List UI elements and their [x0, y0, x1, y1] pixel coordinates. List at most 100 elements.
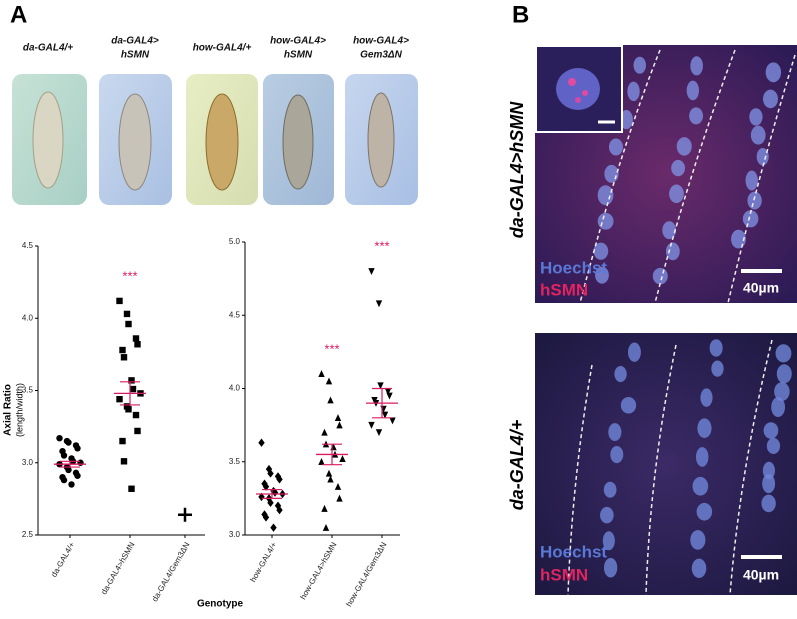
larva — [282, 94, 314, 190]
point — [262, 482, 270, 491]
larva-label: how-GAL4> — [270, 36, 326, 47]
y-tick-label: 2.5 — [22, 530, 34, 539]
point — [74, 445, 81, 452]
nucleus — [763, 422, 779, 439]
point — [276, 505, 283, 515]
larva-label: how-GAL4> — [353, 36, 409, 47]
point — [368, 421, 375, 429]
point — [339, 455, 346, 463]
nucleus — [709, 339, 723, 357]
nucleus — [665, 242, 680, 261]
point — [375, 300, 383, 308]
stain-label: hSMN — [540, 565, 588, 584]
nucleus — [690, 530, 706, 550]
larva-label: how-GAL4/+ — [193, 43, 252, 54]
chart: 3.0 3.5 4.0 4.5 5.0 how-GAL4/+ how-GAL4>hSMN **… — [229, 237, 400, 608]
panel-label: A — [10, 1, 27, 28]
y-tick-label: 4.5 — [22, 241, 34, 250]
point — [125, 320, 132, 328]
nucleus — [669, 184, 684, 204]
point — [334, 482, 342, 490]
nucleus — [750, 125, 766, 145]
stain-label: Hoechst — [540, 258, 607, 277]
nucleus — [776, 364, 792, 384]
inset-dot — [582, 90, 588, 96]
point — [65, 439, 72, 446]
nucleus — [697, 418, 712, 439]
point — [120, 458, 128, 465]
point — [322, 523, 330, 531]
nucleus — [686, 80, 699, 101]
y-tick-label: 4.0 — [229, 384, 241, 393]
nucleus — [608, 138, 623, 156]
point — [386, 392, 393, 400]
charts: 2.5 3.0 3.5 4.0 4.5 da-GAL4/+ da-GAL4>hSMN *** d… — [22, 237, 400, 608]
larva-photos — [12, 74, 418, 205]
dashed-line — [645, 344, 677, 596]
point — [128, 485, 135, 492]
point — [325, 469, 333, 477]
point — [384, 388, 392, 396]
nucleus — [762, 461, 775, 480]
larva-label: da-GAL4> — [111, 36, 159, 47]
micrograph-genotype: da-GAL4/+ — [507, 419, 527, 510]
nucleus — [774, 382, 790, 402]
inset-dot — [575, 97, 581, 103]
point — [336, 421, 343, 429]
y-axis-label: Axial Ratio — [3, 384, 14, 436]
micrograph — [535, 333, 797, 595]
nucleus — [766, 437, 781, 454]
point — [116, 297, 123, 305]
point — [258, 438, 265, 447]
dashed-line — [579, 49, 661, 304]
y-tick-label: 4.5 — [229, 310, 241, 319]
scale-label: 40µm — [743, 280, 779, 296]
micrograph-genotype: da-GAL4>hSMN — [507, 101, 527, 239]
nucleus — [627, 81, 640, 102]
nucleus — [775, 344, 792, 363]
point — [270, 523, 277, 532]
dashed-line — [567, 364, 593, 596]
nucleus — [745, 170, 758, 191]
point — [125, 406, 132, 413]
point — [77, 459, 84, 466]
point — [375, 429, 383, 437]
nucleus — [676, 137, 692, 156]
larva-label: da-GAL4/+ — [23, 43, 73, 54]
x-tick-label: how-GAL4/+ — [248, 540, 278, 583]
point — [389, 417, 396, 425]
nucleus — [671, 159, 686, 177]
nucleus — [662, 221, 677, 240]
point — [318, 458, 325, 465]
point — [334, 414, 342, 421]
stain-label: hSMN — [540, 280, 588, 299]
point — [327, 475, 334, 483]
segment-lines — [567, 49, 796, 596]
panel-label: B — [512, 1, 529, 28]
point — [68, 481, 75, 488]
larva-label: Gem3ΔN — [360, 50, 403, 61]
point — [119, 437, 126, 445]
y-tick-label: 5.0 — [229, 237, 241, 246]
nucleus — [761, 494, 776, 513]
point — [128, 377, 135, 384]
point — [325, 377, 333, 385]
larva-label: hSMN — [284, 50, 313, 61]
nucleus — [762, 474, 776, 494]
point — [258, 492, 265, 502]
point — [129, 385, 137, 393]
point — [119, 346, 126, 354]
dashed-line — [729, 339, 773, 596]
point — [318, 370, 325, 378]
nucleus — [603, 481, 617, 498]
dashed-line — [727, 54, 796, 304]
chart: 2.5 3.0 3.5 4.0 4.5 da-GAL4/+ da-GAL4>hSMN *** d… — [22, 241, 205, 603]
point — [368, 268, 375, 275]
larva — [32, 91, 64, 189]
point — [321, 504, 328, 512]
point — [134, 341, 141, 348]
point — [377, 382, 384, 390]
point — [60, 476, 68, 484]
larva — [367, 92, 395, 188]
